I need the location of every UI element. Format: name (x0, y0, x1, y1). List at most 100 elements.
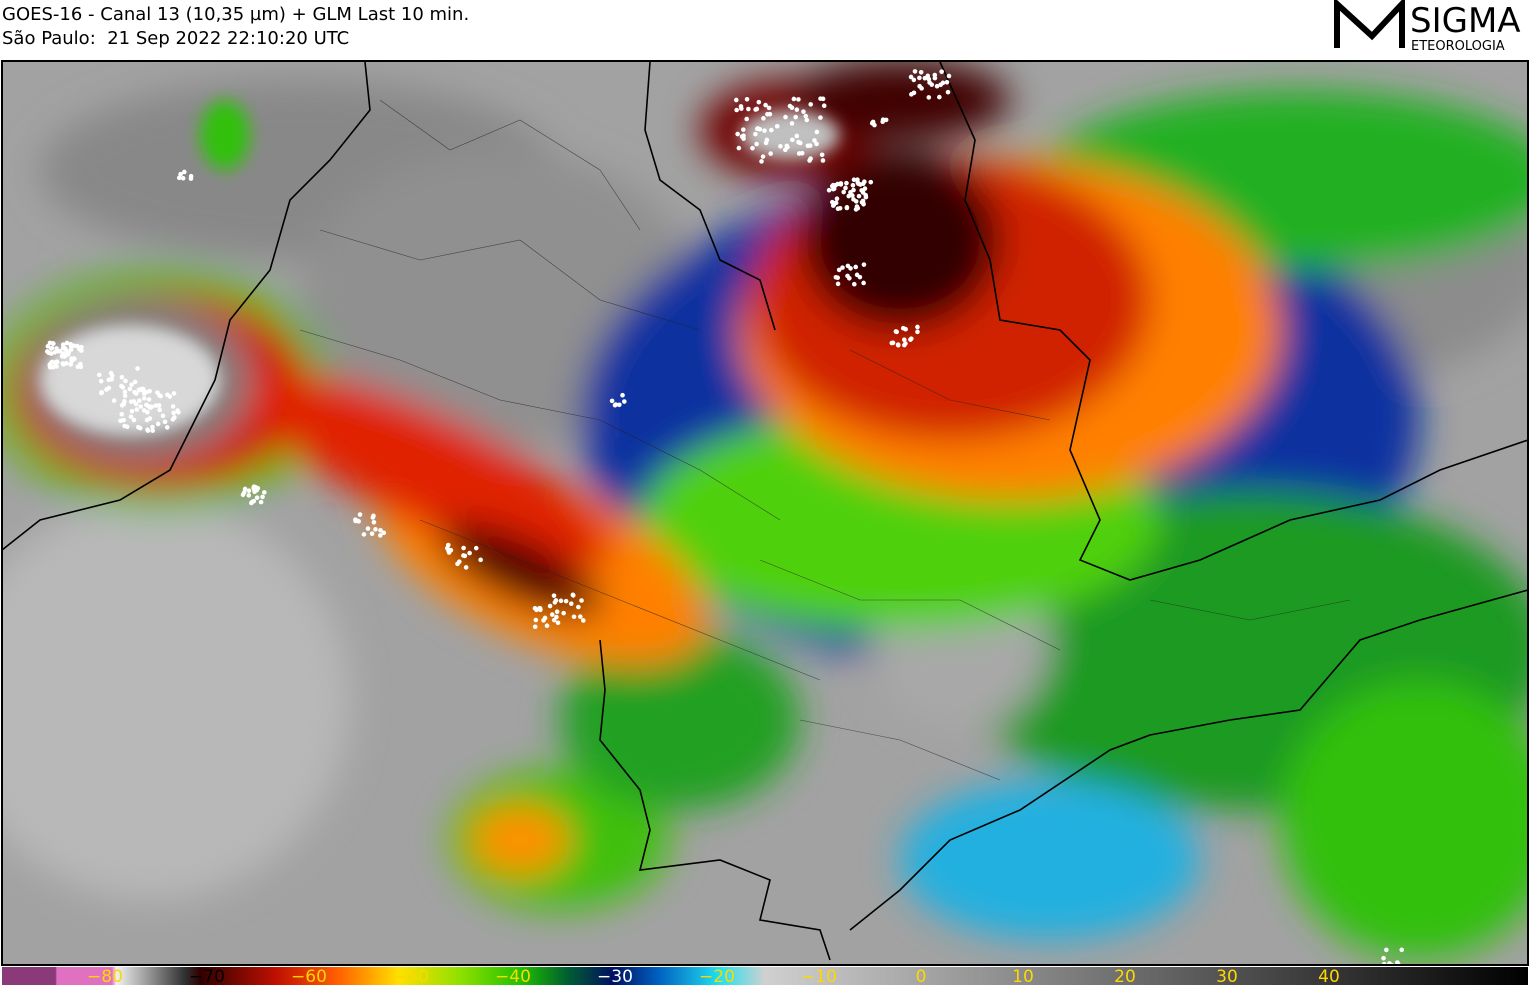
flash (622, 399, 627, 404)
flash (789, 105, 795, 111)
flash (938, 82, 943, 88)
flash (167, 394, 173, 399)
flash (855, 205, 861, 211)
flash (756, 99, 762, 105)
flash (801, 109, 806, 114)
flash (555, 620, 561, 626)
flash (371, 519, 377, 525)
flash (946, 73, 952, 79)
colorbar-tick-label: −80 (87, 967, 123, 987)
flash (133, 401, 139, 407)
flash (144, 402, 149, 408)
flash (915, 324, 920, 330)
flash (182, 169, 187, 175)
flash (744, 97, 750, 102)
colorbar-tick-label: 30 (1216, 967, 1238, 987)
flash (158, 393, 163, 399)
flash (134, 391, 139, 396)
flash (49, 345, 55, 351)
flash (175, 408, 180, 413)
flash (56, 349, 61, 354)
flash (833, 274, 839, 280)
flash (860, 190, 866, 195)
flash (127, 386, 133, 392)
flash (68, 347, 74, 352)
flash (851, 187, 856, 193)
flash (1399, 947, 1405, 953)
colorbar-ticks: −80 −70 −60 −50 −40 −30 −20 −10 0 10 20 30 40 (87, 967, 1340, 987)
flash (880, 119, 885, 125)
flash (774, 123, 780, 129)
flash (868, 179, 874, 185)
flash (782, 147, 788, 153)
flash (741, 136, 746, 141)
flash (255, 485, 261, 491)
flash (911, 77, 917, 83)
flash (473, 545, 479, 551)
flash (251, 484, 257, 489)
flash (580, 618, 586, 623)
colorbar (2, 967, 1528, 985)
flash (123, 378, 128, 384)
flash (769, 127, 774, 133)
flash (45, 343, 51, 349)
flash (128, 414, 134, 419)
flash (917, 83, 922, 89)
flash (71, 343, 77, 349)
flash (134, 407, 140, 412)
flash (736, 145, 742, 151)
flash (478, 557, 483, 563)
flash (122, 389, 128, 395)
flash (926, 95, 932, 100)
flash (456, 559, 462, 565)
flash (818, 115, 823, 120)
flash (170, 417, 176, 422)
colorbar-tick-label: −10 (801, 967, 837, 987)
flash (764, 137, 770, 143)
flash (119, 383, 124, 389)
flash (369, 531, 375, 536)
flash (838, 182, 844, 187)
flash (814, 129, 820, 135)
flash (937, 94, 942, 100)
colorbar-tick-label: 10 (1012, 967, 1034, 987)
flash (617, 402, 622, 408)
flash (246, 488, 252, 493)
title: GOES-16 - Canal 13 (10,35 µm) + GLM Last… (2, 4, 469, 25)
flash (461, 545, 466, 551)
flash (753, 131, 758, 137)
flash (122, 398, 127, 404)
flash (893, 329, 899, 334)
flash (862, 186, 868, 191)
flash (912, 69, 918, 74)
lightning (44, 69, 1405, 965)
flash (131, 417, 137, 423)
flash (826, 187, 832, 193)
flash (150, 424, 155, 430)
flash (180, 175, 186, 181)
flash (254, 495, 260, 501)
flash (804, 117, 810, 123)
flash (754, 141, 759, 147)
flash (119, 411, 125, 417)
flash (797, 140, 803, 146)
flash (856, 181, 861, 187)
flash (571, 614, 577, 620)
flash (908, 74, 914, 80)
flash (124, 424, 130, 430)
flash (137, 398, 142, 403)
flash (445, 542, 451, 548)
flash (467, 550, 472, 556)
flash (859, 199, 865, 205)
flash (768, 151, 773, 156)
flash (577, 614, 583, 619)
colorbar-tick-label: 40 (1318, 967, 1340, 987)
flash (171, 410, 176, 416)
flash (65, 351, 71, 357)
flash (463, 565, 469, 570)
flash (851, 177, 857, 183)
flash (242, 486, 248, 492)
flash (111, 398, 117, 403)
flash (64, 361, 69, 366)
